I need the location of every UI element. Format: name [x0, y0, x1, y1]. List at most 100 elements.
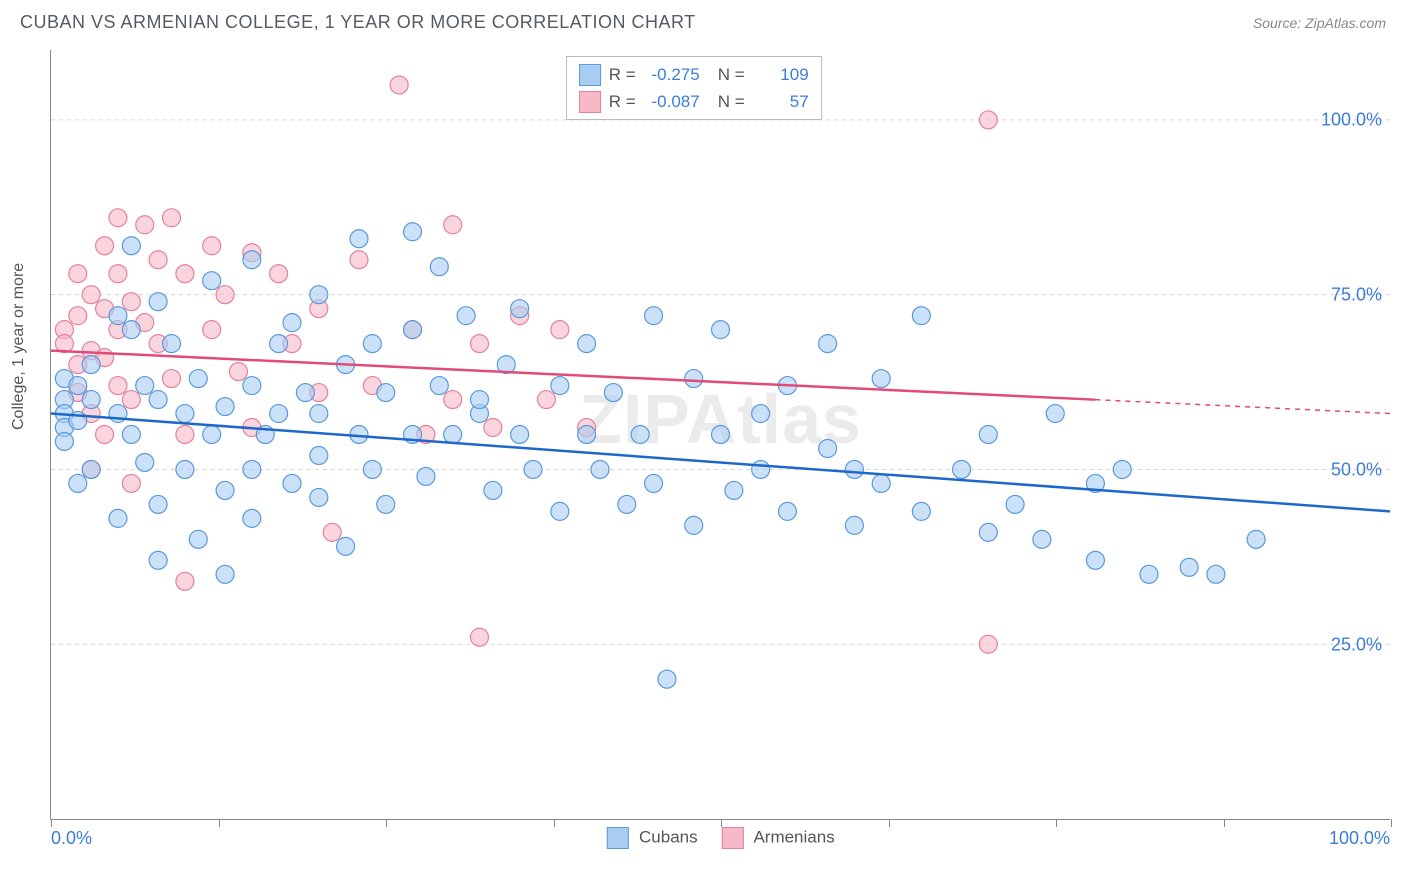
- cuban-point: [149, 391, 167, 409]
- armenian-point: [149, 251, 167, 269]
- armenian-point: [551, 321, 569, 339]
- cuban-point: [752, 460, 770, 478]
- armenian-point: [96, 237, 114, 255]
- y-tick-label: 75.0%: [1331, 285, 1382, 306]
- armenian-point: [203, 237, 221, 255]
- cuban-point: [243, 509, 261, 527]
- cuban-point: [645, 307, 663, 325]
- r-value-armenians: -0.087: [644, 88, 700, 115]
- cuban-point: [1140, 565, 1158, 583]
- cuban-point: [149, 551, 167, 569]
- cuban-point: [310, 488, 328, 506]
- cuban-point: [377, 384, 395, 402]
- swatch-cubans-icon: [579, 64, 601, 86]
- cuban-point: [337, 537, 355, 555]
- cuban-point: [243, 377, 261, 395]
- cuban-point: [149, 495, 167, 513]
- cuban-point: [189, 370, 207, 388]
- cuban-point: [417, 467, 435, 485]
- cuban-point: [122, 426, 140, 444]
- cuban-point: [685, 370, 703, 388]
- armenian-point: [163, 370, 181, 388]
- cuban-point: [296, 384, 314, 402]
- armenian-point: [96, 426, 114, 444]
- x-tick-mark: [1224, 819, 1225, 827]
- cuban-point: [484, 481, 502, 499]
- armenian-point: [979, 111, 997, 129]
- cuban-point: [430, 377, 448, 395]
- cuban-point: [725, 481, 743, 499]
- legend-item-armenians: Armenians: [722, 827, 835, 849]
- cuban-point: [430, 258, 448, 276]
- cuban-point: [270, 335, 288, 353]
- armenian-point: [163, 209, 181, 227]
- source-label: Source: ZipAtlas.com: [1253, 15, 1386, 31]
- cuban-point: [176, 460, 194, 478]
- cuban-point: [604, 384, 622, 402]
- cuban-point: [712, 321, 730, 339]
- stats-row-cubans: R = -0.275 N = 109: [579, 61, 809, 88]
- legend-label-armenians: Armenians: [753, 827, 834, 846]
- cuban-point: [350, 230, 368, 248]
- armenian-point: [470, 335, 488, 353]
- cuban-point: [685, 516, 703, 534]
- cuban-point: [216, 398, 234, 416]
- armenian-point: [979, 635, 997, 653]
- chart-title: CUBAN VS ARMENIAN COLLEGE, 1 YEAR OR MOR…: [20, 12, 696, 33]
- cuban-point: [551, 377, 569, 395]
- cuban-point: [979, 426, 997, 444]
- chart-area: ZIPAtlas 25.0%50.0%75.0%100.0% R = -0.27…: [50, 50, 1390, 820]
- cuban-point: [363, 335, 381, 353]
- y-axis-label: College, 1 year or more: [10, 263, 28, 430]
- armenian-point: [444, 216, 462, 234]
- cuban-point: [243, 251, 261, 269]
- armenian-point: [109, 265, 127, 283]
- armenian-point: [136, 216, 154, 234]
- stats-legend: R = -0.275 N = 109 R = -0.087 N = 57: [566, 56, 822, 120]
- cuban-point: [1207, 565, 1225, 583]
- cuban-point: [310, 405, 328, 423]
- armenian-point: [69, 265, 87, 283]
- x-tick-mark: [219, 819, 220, 827]
- armenian-point: [176, 265, 194, 283]
- cuban-point: [658, 670, 676, 688]
- cuban-point: [82, 460, 100, 478]
- armenian-point: [109, 377, 127, 395]
- cuban-point: [511, 300, 529, 318]
- cuban-point: [631, 426, 649, 444]
- cuban-point: [845, 460, 863, 478]
- armenian-regression-line-dashed: [1095, 400, 1390, 414]
- armenian-point: [82, 286, 100, 304]
- n-value-cubans: 109: [753, 61, 809, 88]
- armenian-point: [122, 293, 140, 311]
- cuban-point: [1086, 551, 1104, 569]
- cuban-point: [953, 460, 971, 478]
- cuban-point: [618, 495, 636, 513]
- r-label: R =: [609, 88, 636, 115]
- cuban-point: [819, 439, 837, 457]
- x-tick-mark: [889, 819, 890, 827]
- cuban-point: [444, 426, 462, 444]
- x-tick-mark: [721, 819, 722, 827]
- cuban-point: [203, 426, 221, 444]
- armenian-point: [270, 265, 288, 283]
- armenian-point: [176, 572, 194, 590]
- cuban-point: [524, 460, 542, 478]
- cuban-point: [163, 335, 181, 353]
- cuban-point: [136, 453, 154, 471]
- cuban-point: [283, 314, 301, 332]
- legend-item-cubans: Cubans: [606, 827, 697, 849]
- armenian-regression-line: [51, 351, 1095, 400]
- armenian-point: [470, 628, 488, 646]
- cuban-point: [310, 286, 328, 304]
- swatch-cubans-icon: [606, 827, 628, 849]
- cuban-point: [122, 321, 140, 339]
- cuban-point: [912, 307, 930, 325]
- cuban-point: [712, 426, 730, 444]
- y-tick-label: 25.0%: [1331, 635, 1382, 656]
- legend-label-cubans: Cubans: [639, 827, 698, 846]
- r-label: R =: [609, 61, 636, 88]
- x-tick-mark: [554, 819, 555, 827]
- cuban-point: [69, 377, 87, 395]
- cuban-point: [1046, 405, 1064, 423]
